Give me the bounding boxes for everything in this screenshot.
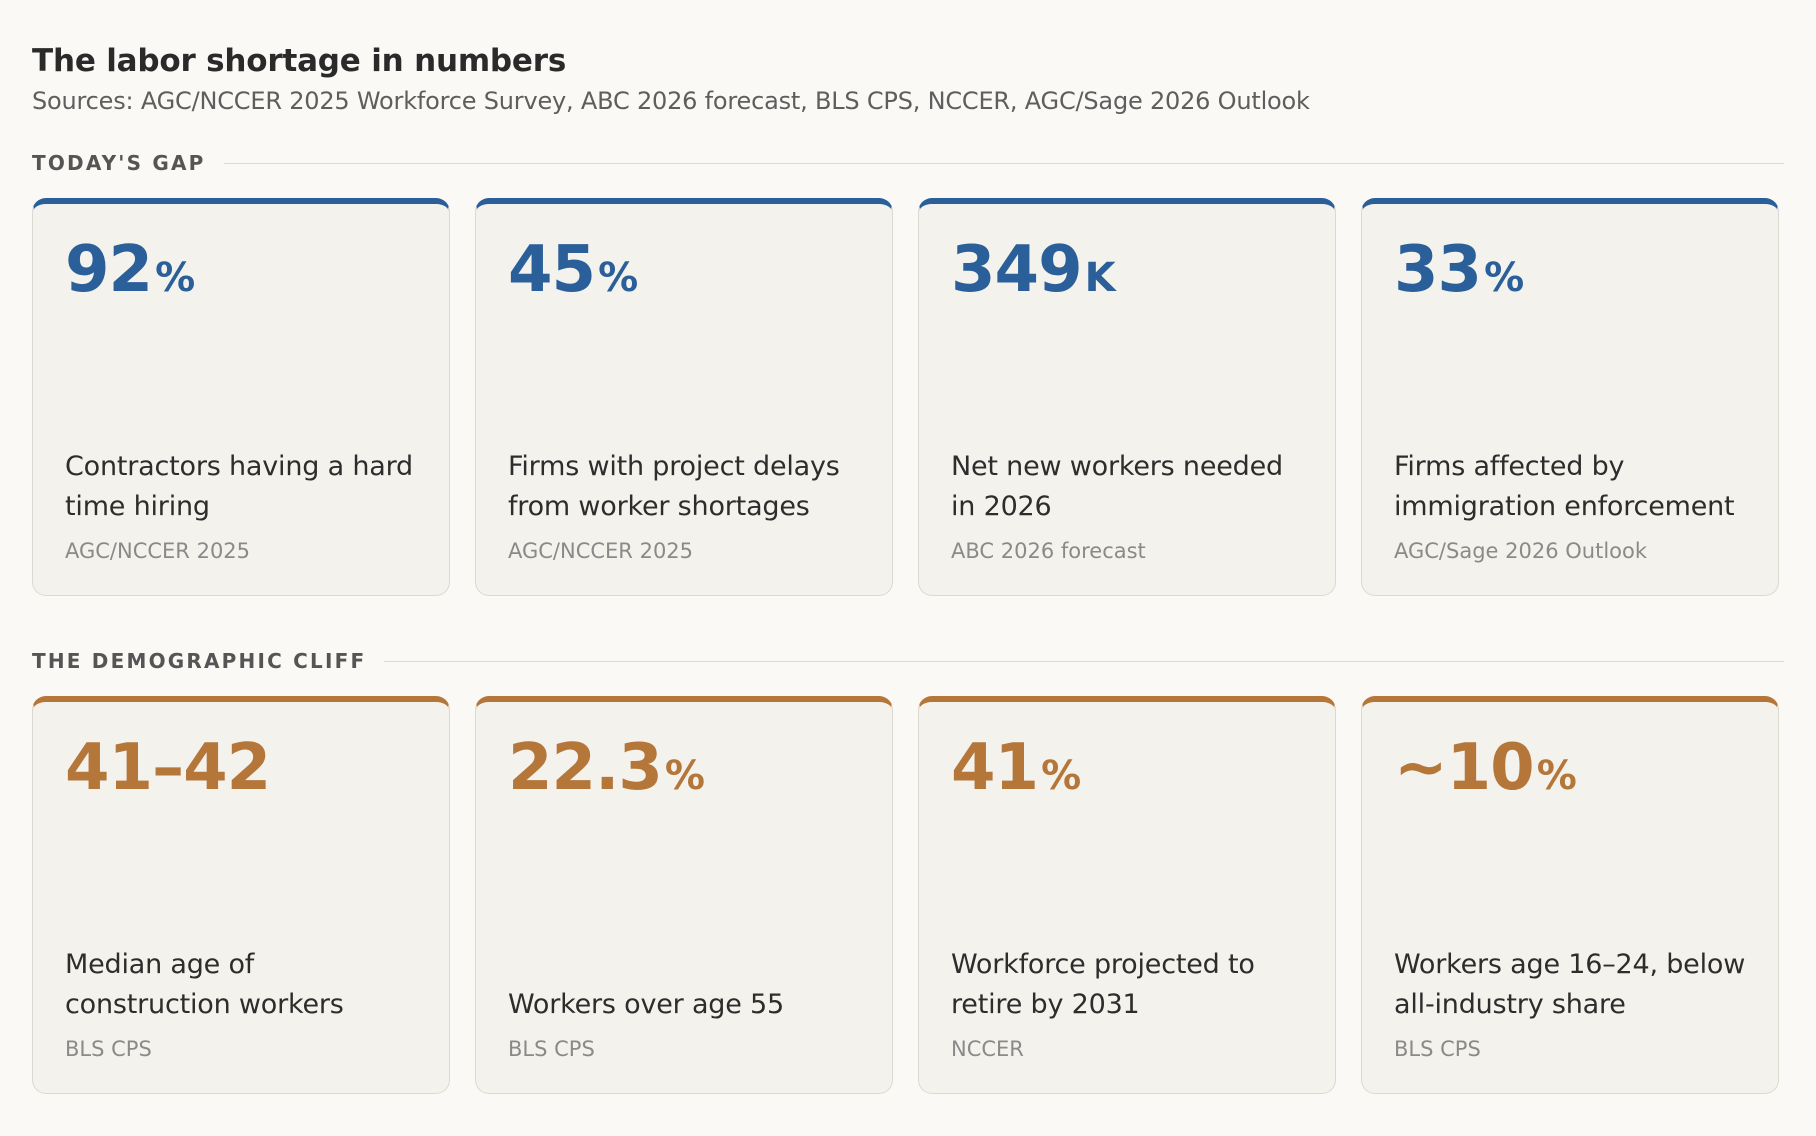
stat-value: 92 % [65, 238, 417, 302]
stat-value: 33 % [1394, 238, 1746, 302]
stat-card-age-16-24: ~10 % Workers age 16–24, below all-indus… [1361, 696, 1779, 1094]
section-header-todays-gap: TODAY'S GAP [32, 150, 1784, 176]
section-divider [223, 162, 1784, 164]
stat-unit: % [1484, 255, 1525, 301]
stat-source: BLS CPS [65, 1037, 152, 1061]
stat-card-retire-by-2031: 41 % Workforce projected to retire by 20… [918, 696, 1336, 1094]
stat-description: Median age of construction workers [65, 949, 344, 1020]
stat-description: Firms with project delays from worker sh… [508, 451, 840, 522]
stat-unit: % [664, 753, 705, 799]
stat-unit: % [155, 255, 196, 301]
stat-number: ~10 [1394, 731, 1535, 805]
stat-value: 41–42 [65, 736, 417, 800]
stat-card-project-delays: 45 % Firms with project delays from work… [475, 198, 893, 596]
section-label: THE DEMOGRAPHIC CLIFF [32, 649, 367, 673]
stat-unit: % [1041, 753, 1082, 799]
stat-source: ABC 2026 forecast [951, 539, 1146, 563]
stat-cards-todays-gap: 92 % Contractors having a hard time hiri… [32, 198, 1784, 596]
stat-value: 349 K [951, 238, 1303, 302]
section-divider [384, 660, 1784, 662]
stat-source: NCCER [951, 1037, 1024, 1061]
stat-source: AGC/Sage 2026 Outlook [1394, 539, 1648, 563]
stat-card-hard-time-hiring: 92 % Contractors having a hard time hiri… [32, 198, 450, 596]
stat-number: 33 [1394, 233, 1482, 307]
stat-description: Firms affected by immigration enforcemen… [1394, 451, 1735, 522]
stat-number: 22.3 [508, 731, 663, 805]
stat-value: ~10 % [1394, 736, 1746, 800]
stat-value: 41 % [951, 736, 1303, 800]
stat-cards-demographic-cliff: 41–42 Median age of construction workers… [32, 696, 1784, 1094]
stat-number: 41 [951, 731, 1039, 805]
stat-number: 41–42 [65, 731, 271, 805]
stat-source: AGC/NCCER 2025 [508, 539, 694, 563]
section-header-demographic-cliff: THE DEMOGRAPHIC CLIFF [32, 648, 1784, 674]
stat-unit: % [1536, 753, 1577, 799]
page-title: The labor shortage in numbers [32, 43, 567, 79]
stat-source: BLS CPS [508, 1037, 595, 1061]
stat-number: 349 [951, 233, 1083, 307]
page-subtitle: Sources: AGC/NCCER 2025 Workforce Survey… [32, 87, 1310, 115]
stat-unit: % [598, 255, 639, 301]
stat-card-median-age: 41–42 Median age of construction workers… [32, 696, 450, 1094]
stat-description: Workforce projected to retire by 2031 [951, 949, 1255, 1020]
stat-source: AGC/NCCER 2025 [65, 539, 251, 563]
stat-unit: K [1084, 255, 1116, 301]
stat-value: 22.3 % [508, 736, 860, 800]
stat-number: 45 [508, 233, 596, 307]
stat-description: Workers age 16–24, below all-industry sh… [1394, 949, 1746, 1020]
stat-description: Workers over age 55 [508, 989, 784, 1020]
stat-number: 92 [65, 233, 153, 307]
stat-value: 45 % [508, 238, 860, 302]
stat-description: Net new workers needed in 2026 [951, 451, 1283, 522]
stat-source: BLS CPS [1394, 1037, 1481, 1061]
stat-card-net-new-workers: 349 K Net new workers needed in 2026 ABC… [918, 198, 1336, 596]
stat-card-over-55: 22.3 % Workers over age 55 BLS CPS [475, 696, 893, 1094]
stat-card-immigration-enforcement: 33 % Firms affected by immigration enfor… [1361, 198, 1779, 596]
stat-description: Contractors having a hard time hiring [65, 451, 413, 522]
section-label: TODAY'S GAP [32, 151, 206, 175]
